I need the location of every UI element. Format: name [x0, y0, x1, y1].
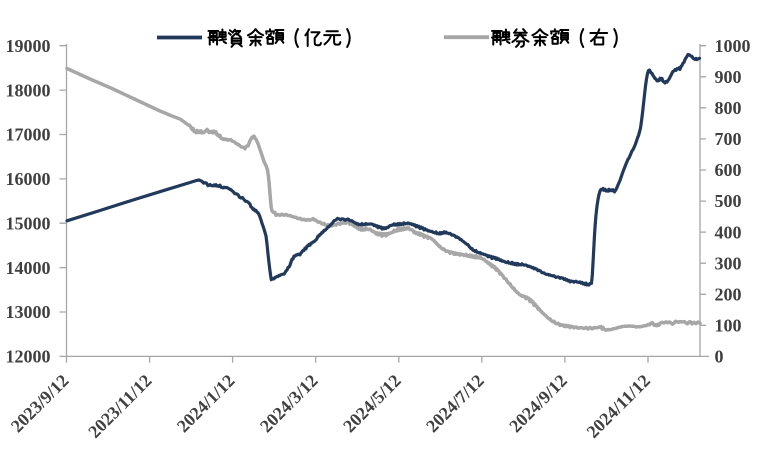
- svg-text:19000: 19000: [6, 36, 51, 56]
- svg-text:15000: 15000: [6, 213, 51, 233]
- svg-text:900: 900: [715, 67, 742, 87]
- svg-text:600: 600: [715, 160, 742, 180]
- svg-text:0: 0: [715, 347, 724, 367]
- svg-text:12000: 12000: [6, 347, 51, 367]
- svg-text:17000: 17000: [6, 125, 51, 145]
- svg-text:300: 300: [715, 253, 742, 273]
- svg-text:1000: 1000: [715, 36, 751, 56]
- svg-text:400: 400: [715, 222, 742, 242]
- svg-text:500: 500: [715, 191, 742, 211]
- svg-text:200: 200: [715, 285, 742, 305]
- svg-text:800: 800: [715, 98, 742, 118]
- svg-text:18000: 18000: [6, 80, 51, 100]
- svg-text:700: 700: [715, 129, 742, 149]
- svg-text:16000: 16000: [6, 169, 51, 189]
- svg-text:100: 100: [715, 316, 742, 336]
- svg-text:13000: 13000: [6, 302, 51, 322]
- svg-text:14000: 14000: [6, 258, 51, 278]
